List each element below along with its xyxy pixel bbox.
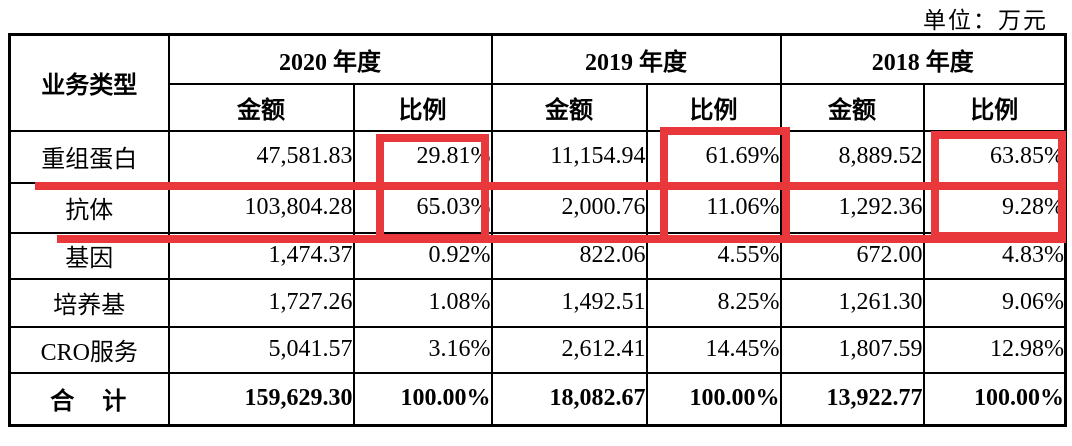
cell-ratio: 12.98%: [922, 325, 1067, 374]
table-row-recombinant-protein: 重组蛋白 47,581.83 29.81% 11,154.94 61.69% 8…: [8, 129, 1067, 184]
header-amount-2020: 金额: [167, 82, 355, 132]
header-business-type: 业务类型: [8, 33, 170, 132]
cell-amount: 1,292.36: [779, 181, 925, 234]
cell-ratio: 14.45%: [645, 325, 782, 374]
highlight-underline-row-antibody: [57, 235, 1066, 243]
header-ratio-2020: 比例: [352, 82, 493, 132]
cell-amount: 2,000.76: [490, 181, 648, 234]
header-row-years: 业务类型 2020 年度 2019 年度 2018 年度: [8, 33, 1067, 132]
cell-ratio: 100.00%: [922, 371, 1067, 427]
cell-ratio: 100.00%: [352, 371, 493, 427]
highlight-box-2020-ratio: [376, 134, 489, 242]
cell-ratio: 1.08%: [352, 277, 493, 328]
header-amount-2019: 金额: [490, 82, 648, 132]
header-year-2020: 2020 年度: [167, 33, 493, 85]
cell-amount: 18,082.67: [490, 371, 648, 427]
cell-amount: 47,581.83: [167, 129, 355, 184]
highlight-box-2019-ratio: [660, 127, 790, 243]
row-label: 抗体: [8, 181, 170, 234]
highlight-box-2018-ratio: [931, 131, 1066, 240]
table-row-cro-service: CRO服务 5,041.57 3.16% 2,612.41 14.45% 1,8…: [8, 325, 1067, 374]
row-label: 合 计: [8, 371, 170, 427]
row-label: 培养基: [8, 277, 170, 328]
header-amount-2018: 金额: [779, 82, 925, 132]
cell-amount: 13,922.77: [779, 371, 925, 427]
cell-ratio: 9.28%: [922, 181, 1067, 234]
cell-amount: 1,727.26: [167, 277, 355, 328]
cell-ratio: 9.06%: [922, 277, 1067, 328]
row-label: 重组蛋白: [8, 129, 170, 184]
cell-ratio: 61.69%: [645, 129, 782, 184]
header-year-2019: 2019 年度: [490, 33, 782, 85]
cell-amount: 5,041.57: [167, 325, 355, 374]
table-row-antibody: 抗体 103,804.28 65.03% 2,000.76 11.06% 1,2…: [8, 181, 1067, 234]
cell-amount: 1,492.51: [490, 277, 648, 328]
highlight-underline-row-recombinant-protein: [35, 182, 1066, 190]
cell-ratio: 3.16%: [352, 325, 493, 374]
cell-amount: 103,804.28: [167, 181, 355, 234]
cell-amount: 1,261.30: [779, 277, 925, 328]
header-row-subcolumns: 金额 比例 金额 比例 金额 比例: [10, 82, 1067, 132]
cell-ratio: 65.03%: [352, 181, 493, 234]
cell-amount: 11,154.94: [490, 129, 648, 184]
cell-amount: 159,629.30: [167, 371, 355, 427]
cell-ratio: 100.00%: [645, 371, 782, 427]
header-year-2018: 2018 年度: [779, 33, 1067, 85]
header-ratio-2019: 比例: [645, 82, 782, 132]
cell-amount: 2,612.41: [490, 325, 648, 374]
unit-label: 单位：万元: [923, 8, 1048, 33]
row-label: CRO服务: [8, 325, 170, 374]
cell-amount: 1,807.59: [779, 325, 925, 374]
cell-ratio: 8.25%: [645, 277, 782, 328]
revenue-by-business-table: 业务类型 2020 年度 2019 年度 2018 年度 金额 比例 金额 比例…: [8, 33, 1067, 427]
cell-amount: 8,889.52: [779, 129, 925, 184]
header-ratio-2018: 比例: [922, 82, 1067, 132]
table-row-total: 合 计 159,629.30 100.00% 18,082.67 100.00%…: [8, 371, 1067, 427]
table-row-culture-medium: 培养基 1,727.26 1.08% 1,492.51 8.25% 1,261.…: [8, 277, 1067, 328]
